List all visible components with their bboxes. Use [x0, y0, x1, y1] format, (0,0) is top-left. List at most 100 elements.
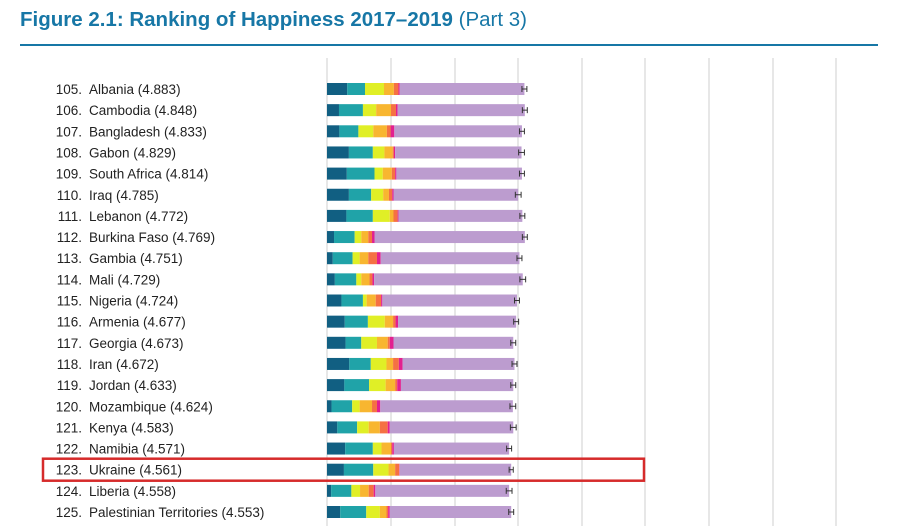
bar-segment — [347, 83, 365, 95]
rank-label: 118. — [57, 357, 82, 372]
rank-label: 115. — [57, 294, 82, 309]
bar-segment — [373, 463, 389, 476]
bar-row — [327, 336, 517, 349]
country-label: Bangladesh (4.833) — [89, 124, 207, 139]
country-label: Namibia (4.571) — [89, 442, 185, 457]
country-label: Liberia (4.558) — [89, 484, 176, 499]
bar-segment — [399, 463, 512, 476]
bar-segment — [338, 104, 363, 117]
bar-segment — [393, 357, 399, 370]
country-label: Nigeria (4.724) — [89, 294, 178, 309]
country-label: Iraq (4.785) — [89, 188, 159, 203]
bar-segment — [379, 506, 387, 518]
bar-segment — [370, 357, 387, 370]
bar-segment — [362, 294, 367, 307]
bar-segment — [389, 506, 512, 518]
bar-segment — [327, 209, 347, 222]
bar-segment — [399, 83, 525, 95]
bar-segment — [395, 463, 400, 476]
bar-segment — [398, 315, 517, 328]
bar-segment — [400, 379, 514, 392]
bar-segment — [397, 379, 401, 392]
bar-segment — [371, 188, 384, 201]
bar-segment — [372, 231, 375, 244]
bar-segment — [327, 400, 332, 413]
bar-segment — [345, 336, 362, 349]
bar-segment — [357, 421, 369, 434]
bar-segment — [356, 273, 362, 286]
bar-segment — [348, 188, 372, 201]
bar-segment — [367, 315, 385, 328]
bar-segment — [327, 484, 332, 497]
bar-segment — [369, 273, 373, 286]
country-label: Mali (4.729) — [89, 272, 160, 287]
bar-segment — [389, 336, 394, 349]
bar-segment — [375, 294, 382, 307]
bar-segment — [339, 125, 359, 138]
rank-label: 107. — [56, 124, 82, 139]
bar-segment — [372, 146, 385, 159]
bar-segment — [327, 273, 335, 286]
figure-title: Figure 2.1: Ranking of Happiness 2017–20… — [20, 8, 528, 31]
bar-segment — [331, 400, 353, 413]
bar-segment — [375, 484, 510, 497]
bar-row — [327, 209, 526, 222]
bar-segment — [361, 273, 370, 286]
bar-row — [327, 400, 517, 413]
bar-segment — [397, 209, 399, 222]
bar-segment — [352, 252, 360, 265]
bar-segment — [380, 252, 520, 265]
bar-segment — [391, 167, 396, 180]
bar-segment — [374, 167, 383, 180]
bar-segment — [352, 400, 360, 413]
country-label: Cambodia (4.848) — [89, 103, 197, 118]
bar-segment — [327, 336, 346, 349]
bar-segment — [369, 379, 386, 392]
rank-label: 124. — [56, 484, 82, 499]
bar-segment — [327, 167, 347, 180]
bar-segment — [327, 104, 339, 117]
country-label: Iran (4.672) — [89, 357, 159, 372]
rank-label: 123. — [56, 463, 82, 478]
bar-segment — [393, 188, 519, 201]
country-label: Burkina Faso (4.769) — [89, 230, 215, 245]
bar-segment — [327, 442, 346, 455]
country-label: Jordan (4.633) — [89, 378, 177, 393]
bar-segment — [395, 167, 397, 180]
bar-segment — [398, 209, 523, 222]
bar-segment — [386, 506, 389, 518]
country-label: Gambia (4.751) — [89, 251, 183, 266]
rank-label: 109. — [56, 167, 82, 182]
rank-label: 119. — [57, 378, 82, 393]
bar-segment — [349, 357, 371, 370]
bar-segment — [398, 83, 400, 95]
bar-segment — [388, 463, 396, 476]
bar-segment — [327, 421, 338, 434]
bar-segment — [392, 188, 394, 201]
rank-label: 117. — [57, 336, 82, 351]
bar-segment — [368, 231, 373, 244]
bar-segment — [334, 273, 357, 286]
bar-segment — [389, 421, 514, 434]
bar-segment — [387, 421, 390, 434]
bar-segment — [327, 506, 341, 518]
bar-segment — [384, 315, 394, 328]
bar-segment — [382, 167, 392, 180]
bar-segment — [388, 506, 390, 518]
bar-segment — [327, 315, 345, 328]
figure-part: (Part 3) — [458, 8, 528, 31]
bar-segment — [362, 104, 377, 117]
bar-segment — [354, 231, 362, 244]
bar-row — [327, 146, 525, 159]
bar-segment — [395, 146, 522, 159]
bar-segment — [392, 442, 394, 455]
bar-segment — [397, 104, 525, 117]
bar-row — [327, 104, 528, 117]
bar-segment — [383, 83, 394, 95]
bar-segment — [341, 294, 363, 307]
bar-segment — [368, 252, 377, 265]
bar-segment — [383, 188, 389, 201]
country-label: Kenya (4.583) — [89, 420, 174, 435]
bar-segment — [361, 336, 377, 349]
